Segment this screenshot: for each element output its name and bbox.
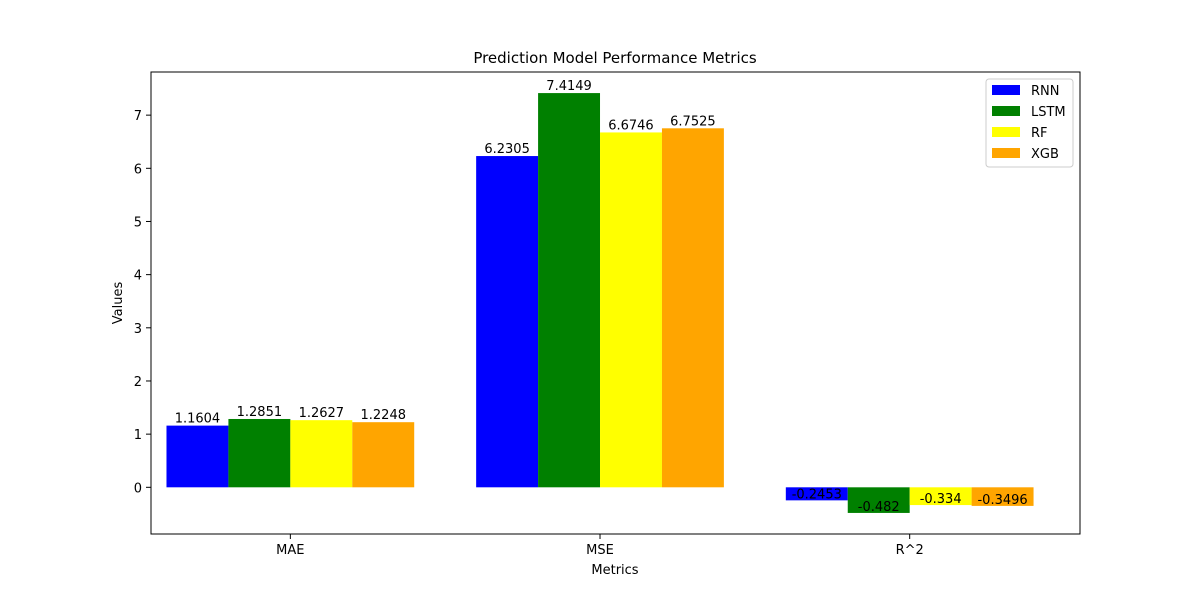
bar-xgb-0: [352, 422, 415, 488]
bar-rnn-0: [166, 425, 229, 488]
data-label-xgb-0: 1.2248: [361, 408, 407, 423]
data-label-lstm-0: 1.2851: [237, 405, 283, 420]
legend-label-lstm: LSTM: [1031, 105, 1066, 120]
y-axis-title: Values: [111, 282, 126, 325]
data-label-rnn-2: -0.2453: [792, 487, 842, 502]
y-tick-label: 1: [134, 428, 142, 443]
data-label-rnn-0: 1.1604: [175, 412, 221, 427]
x-tick-label: MAE: [276, 543, 304, 558]
data-label-rf-2: -0.334: [920, 492, 962, 507]
data-label-lstm-2: -0.482: [858, 500, 900, 515]
bar-rf-1: [600, 132, 662, 488]
bar-rnn-1: [476, 156, 539, 488]
data-label-rf-1: 6.6746: [608, 118, 654, 133]
legend-frame: [985, 78, 1074, 168]
data-label-xgb-1: 6.7525: [670, 114, 716, 129]
data-label-lstm-1: 7.4149: [546, 79, 592, 94]
y-tick-label: 2: [134, 375, 142, 390]
bar-rf-2: [909, 487, 972, 506]
bar-lstm-1: [538, 93, 601, 488]
legend-label-rf: RF: [1031, 126, 1048, 141]
x-axis-title: Metrics: [591, 563, 638, 578]
bar-rnn-2: [785, 487, 848, 501]
legend-swatch-lstm: [992, 106, 1020, 116]
y-tick-label: 0: [134, 481, 142, 496]
bar-lstm-0: [228, 418, 291, 488]
data-labels-layer: 1.1604 6.2305 -0.2453 1.2851 7.4149 -0.482 1.2…: [175, 79, 1028, 515]
y-tick-label: 7: [134, 109, 142, 124]
bars-layer: [166, 93, 1034, 513]
x-tick-label: MSE: [586, 543, 614, 558]
legend: RNN LSTM RF XGB: [985, 78, 1074, 168]
y-axis: 0 1 2 3 4 5 6 7: [134, 109, 151, 496]
data-label-xgb-2: -0.3496: [977, 493, 1027, 508]
chart-title: Prediction Model Performance Metrics: [473, 49, 757, 67]
data-label-rnn-1: 6.2305: [484, 142, 530, 157]
y-tick-label: 5: [134, 215, 142, 230]
legend-swatch-xgb: [992, 148, 1020, 158]
data-label-rf-0: 1.2627: [299, 406, 345, 421]
plot-frame: [150, 71, 1081, 535]
x-tick-label: R^2: [896, 543, 924, 558]
bar-rf-0: [290, 420, 353, 488]
legend-label-xgb: XGB: [1031, 147, 1059, 162]
y-tick-label: 4: [134, 269, 142, 284]
bar-xgb-2: [971, 487, 1034, 506]
bar-lstm-2: [847, 487, 910, 513]
y-tick-label: 6: [134, 162, 142, 177]
y-tick-label: 3: [134, 322, 142, 337]
legend-swatch-rnn: [992, 85, 1020, 95]
bar-xgb-1: [661, 128, 724, 488]
x-axis: MAE MSE R^2: [276, 534, 924, 558]
legend-label-rnn: RNN: [1031, 84, 1059, 99]
legend-swatch-rf: [992, 127, 1020, 137]
